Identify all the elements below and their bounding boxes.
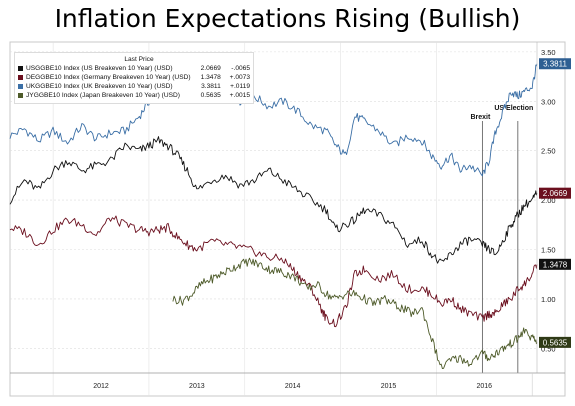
legend-series-name: UKGGBE10 Index (UK Breakeven 10 Year) (U… [26, 83, 173, 90]
legend-swatch [18, 75, 23, 80]
y-tick-label: 1.00 [541, 295, 556, 304]
last-value-label: 0.5635 [543, 338, 568, 347]
series-line [172, 257, 538, 370]
legend-rows: USGGBE10 Index (US Breakeven 10 Year) (U… [18, 64, 250, 100]
y-tick-label: 3.50 [541, 48, 556, 57]
legend-last-price: 3.3811 [201, 83, 221, 90]
y-tick-label: 2.00 [541, 196, 556, 205]
legend-series-name: DEGGBE10 Index (Germany Breakeven 10 Yea… [26, 74, 191, 81]
last-value-label: 1.3478 [543, 260, 568, 269]
y-tick-label: 2.50 [541, 147, 556, 156]
last-value-flag [539, 258, 571, 270]
legend-last-price: 1.3478 [200, 74, 221, 81]
legend: Last Price USGGBE10 Index (US Breakeven … [14, 52, 254, 104]
last-value-labels: 3.3811 2.0669 1.3478 0.5635 [539, 58, 571, 348]
series-line [9, 136, 538, 264]
legend-row: UKGGBE10 Index (UK Breakeven 10 Year) (U… [18, 82, 250, 91]
legend-swatch [18, 84, 23, 89]
y-axis: 0.50 1.00 1.50 2.00 2.50 3.00 3.50 [536, 42, 556, 373]
event-label: US Election [494, 105, 533, 112]
y-tick-label: 1.50 [541, 245, 556, 254]
x-tick-label: 2012 [93, 383, 109, 390]
series-lines [9, 63, 538, 370]
legend-change: -.0065 [231, 65, 250, 72]
legend-row: JYGGBE10 Index (Japan Breakeven 10 Year)… [18, 91, 250, 100]
x-tick-label: 2014 [285, 383, 301, 390]
legend-header: Last Price [124, 56, 154, 63]
x-tick-label: 2015 [381, 383, 397, 390]
legend-series-name: USGGBE10 Index (US Breakeven 10 Year) (U… [26, 65, 173, 72]
last-value-flag [539, 58, 571, 70]
series-line [9, 63, 538, 177]
legend-row: USGGBE10 Index (US Breakeven 10 Year) (U… [18, 64, 250, 73]
legend-last-price: 0.5635 [200, 92, 221, 99]
last-value-label: 3.3811 [543, 60, 567, 69]
legend-swatch [18, 93, 23, 98]
legend-row: DEGGBE10 Index (Germany Breakeven 10 Yea… [18, 73, 250, 82]
chart-title: Inflation Expectations Rising (Bullish) [54, 4, 521, 33]
x-tick-label: 2013 [189, 383, 205, 390]
x-tick-label: 2016 [477, 383, 493, 390]
y-tick-label: 0.50 [541, 344, 556, 353]
legend-last-price: 2.0669 [200, 65, 221, 72]
legend-change: +.0015 [229, 92, 250, 99]
legend-change: +.0073 [229, 74, 250, 81]
last-value-flag [539, 336, 571, 348]
event-label: Brexit [470, 114, 491, 121]
x-axis: 2012 2013 2014 2015 2016 [10, 372, 565, 396]
last-value-label: 2.0669 [543, 189, 568, 198]
legend-series-name: JYGGBE10 Index (Japan Breakeven 10 Year)… [26, 92, 180, 99]
y-tick-label: 3.00 [541, 97, 556, 106]
legend-change: +.0119 [230, 83, 250, 90]
last-value-flag [539, 187, 571, 199]
legend-swatch [18, 66, 23, 71]
